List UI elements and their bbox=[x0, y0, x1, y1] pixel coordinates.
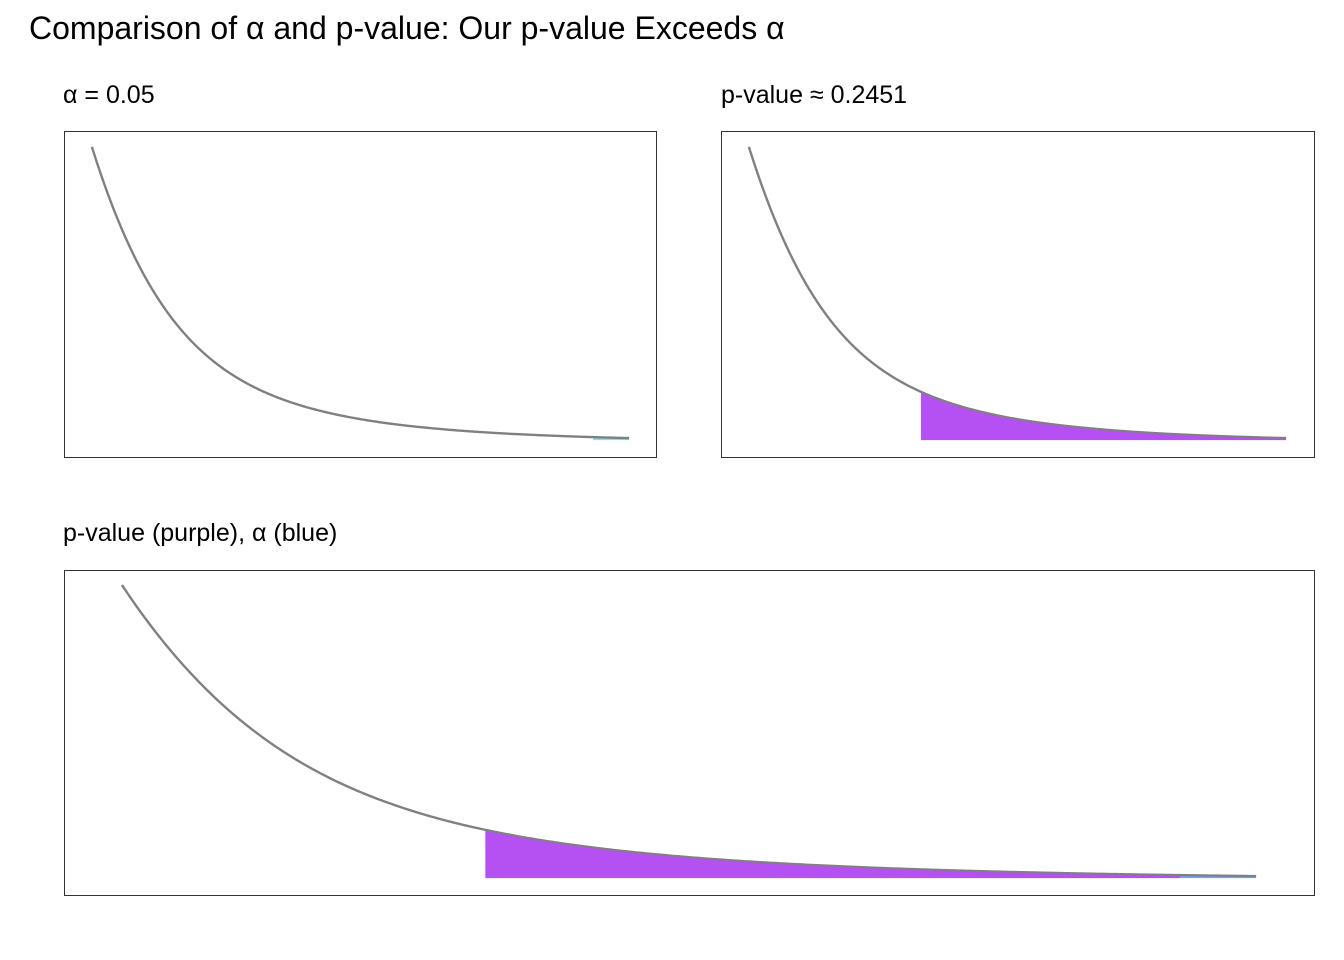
tail-area-1 bbox=[921, 391, 1287, 441]
alpha-plot-panel bbox=[64, 131, 657, 458]
combined-plot-panel bbox=[64, 570, 1315, 896]
main-title: Comparison of α and p-value: Our p-value… bbox=[29, 10, 785, 46]
combined-plot-svg bbox=[120, 584, 1257, 879]
tail-area-1 bbox=[485, 829, 1180, 879]
panel-title-p-value: p-value ≈ 0.2451 bbox=[721, 81, 908, 109]
density-curve bbox=[747, 146, 1287, 440]
panel-title-combined: p-value (purple), α (blue) bbox=[63, 519, 338, 547]
panel-title-alpha: α = 0.05 bbox=[63, 81, 155, 109]
p-value-plot-svg bbox=[747, 146, 1287, 441]
density-curve bbox=[90, 146, 630, 440]
p-value-plot-panel bbox=[721, 131, 1315, 458]
alpha-plot-svg bbox=[90, 146, 630, 441]
density-curve bbox=[120, 584, 1257, 878]
